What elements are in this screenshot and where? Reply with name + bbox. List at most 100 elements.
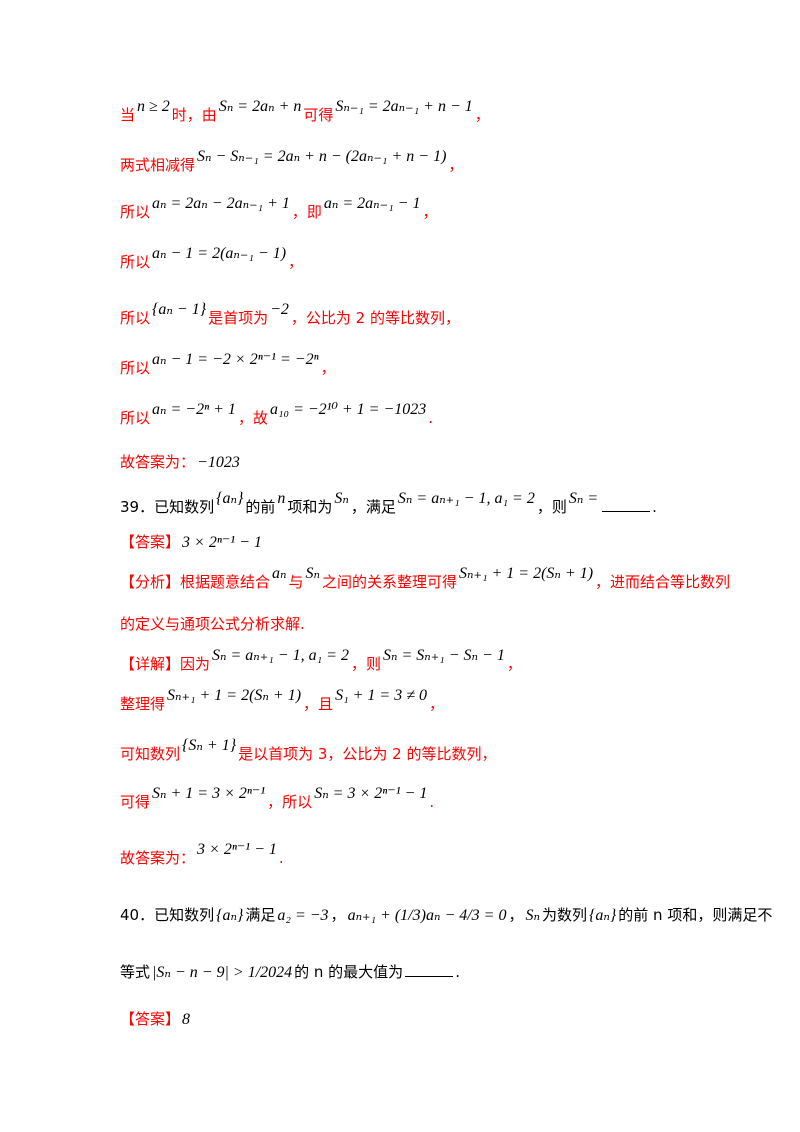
math-expression: Sₙ = 2aₙ + n xyxy=(218,98,302,115)
text-segment: ，则 xyxy=(536,498,567,516)
math-expression: Sₙ xyxy=(305,565,320,582)
text-segment: ， xyxy=(429,695,445,713)
text-segment: 40．已知数列 xyxy=(120,906,215,924)
math-expression: Sₙ = 3 × 2ⁿ⁻¹ − 1 xyxy=(314,785,428,802)
math-expression: −2 xyxy=(270,301,289,318)
text-segment: ，故 xyxy=(237,409,268,427)
text-segment: ，满足 xyxy=(350,498,396,516)
math-expression: n xyxy=(277,490,286,507)
text-line: 的定义与通项公式分析求解. xyxy=(120,614,305,634)
text-segment: 项和为 xyxy=(287,498,333,516)
text-segment: 时，由 xyxy=(171,106,217,124)
text-segment: ， xyxy=(474,106,490,124)
math-expression: {Sₙ + 1} xyxy=(182,737,237,754)
text-segment: 满足 xyxy=(245,906,276,924)
math-expression: 3 × 2ⁿ⁻¹ − 1 xyxy=(182,534,262,551)
answer-blank xyxy=(405,962,454,977)
text-segment: ，公比为 2 的等比数列， xyxy=(290,309,460,327)
text-segment: ， xyxy=(288,253,304,271)
text-line: 所以 aₙ = −2ⁿ + 1 ，故 a₁₀ = −2¹⁰ + 1 = −1023. xyxy=(120,401,434,429)
text-segment: ， xyxy=(320,359,336,377)
text-segment: ，即 xyxy=(291,203,322,221)
text-line: 故答案为： 3 × 2ⁿ⁻¹ − 1. xyxy=(120,841,284,869)
text-segment: 所以 xyxy=(120,409,151,427)
math-expression: Sₙ = xyxy=(568,490,599,507)
math-expression: n ≥ 2 xyxy=(137,98,170,115)
math-expression: aₙ xyxy=(272,565,287,582)
math-expression: Sₙ = aₙ₊₁ − 1, a₁ = 2 xyxy=(397,490,535,507)
text-line: 39．已知数列 {aₙ} 的前 n 项和为 Sₙ ，满足 Sₙ = aₙ₊₁ − 1, a₁ … xyxy=(120,490,657,518)
text-line: 所以 aₙ − 1 = 2(aₙ₋₁ − 1)， xyxy=(120,245,304,273)
text-line: 可知数列 {Sₙ + 1} 是以首项为 3，公比为 2 的等比数列， xyxy=(120,737,497,765)
text-segment: ，则 xyxy=(350,655,381,673)
math-expression: Sₙ = Sₙ₊₁ − Sₙ − 1 xyxy=(382,647,505,664)
text-line: 【答案】 3 × 2ⁿ⁻¹ − 1 xyxy=(120,532,264,553)
text-segment: 可知数列 xyxy=(120,745,181,763)
math-expression: {aₙ} xyxy=(589,907,617,924)
math-expression: aₙ₊₁ + (1/3)aₙ − 4/3 = 0 xyxy=(347,907,507,924)
text-line: 故答案为： −1023 xyxy=(120,452,242,473)
text-segment: 与 xyxy=(288,573,304,591)
text-segment: 【答案】 xyxy=(120,1010,181,1028)
text-segment: 所以 xyxy=(120,203,151,221)
text-segment: ，进而结合等比数列 xyxy=(595,573,731,591)
math-expression: Sₙ xyxy=(525,907,540,924)
text-line: 40．已知数列 {aₙ} 满足 a₂ = −3， aₙ₊₁ + (1/3)aₙ − 4/… xyxy=(120,905,772,926)
text-segment: 的 n 的最大值为 xyxy=(294,963,404,981)
math-expression: aₙ = 2aₙ₋₁ − 1 xyxy=(323,195,421,212)
text-segment: . xyxy=(429,793,435,811)
text-segment: 当 xyxy=(120,106,136,124)
math-expression: S₁ + 1 = 3 ≠ 0 xyxy=(335,687,427,704)
math-expression: 8 xyxy=(182,1011,191,1028)
math-expression: 3 × 2ⁿ⁻¹ − 1 xyxy=(197,841,277,858)
math-expression: aₙ = 2aₙ − 2aₙ₋₁ + 1 xyxy=(152,195,290,212)
text-segment: 是以首项为 3，公比为 2 的等比数列， xyxy=(238,745,497,763)
math-expression: Sₙ − Sₙ₋₁ = 2aₙ + n − (2aₙ₋₁ + n − 1) xyxy=(197,148,447,165)
text-segment: 等式 xyxy=(120,963,151,981)
text-segment: ， xyxy=(330,906,346,924)
math-expression: Sₙ = aₙ₊₁ − 1, a₁ = 2 xyxy=(212,647,349,664)
math-expression: aₙ − 1 = −2 × 2ⁿ⁻¹ = −2ⁿ xyxy=(152,351,319,368)
text-segment: 的前 n 项和，则满足不 xyxy=(618,906,773,924)
text-segment: 所以 xyxy=(120,253,151,271)
text-line: 【详解】因为 Sₙ = aₙ₊₁ − 1, a₁ = 2 ，则 Sₙ = Sₙ₊₁ −… xyxy=(120,647,522,675)
math-expression: aₙ − 1 = 2(aₙ₋₁ − 1) xyxy=(152,245,287,262)
text-segment: 【分析】根据题意结合 xyxy=(120,573,271,591)
math-expression: −1023 xyxy=(197,454,240,471)
text-line: 整理得 Sₙ₊₁ + 1 = 2(Sₙ + 1) ，且 S₁ + 1 = 3 ≠ 0， xyxy=(120,687,445,715)
text-segment: 的前 xyxy=(245,498,276,516)
text-segment: ， xyxy=(506,655,522,673)
math-expression: Sₙ + 1 = 3 × 2ⁿ⁻¹ xyxy=(152,785,266,802)
text-line: 所以 {aₙ − 1} 是首项为 −2 ，公比为 2 的等比数列， xyxy=(120,301,460,329)
text-segment: ，所以 xyxy=(267,793,313,811)
text-segment: . xyxy=(428,409,434,427)
text-line: 等式 |Sₙ − n − 9| > 1/2024 的 n 的最大值为. xyxy=(120,962,460,983)
math-expression: {aₙ} xyxy=(216,490,244,507)
text-segment: 可得 xyxy=(303,106,334,124)
text-segment: ， xyxy=(508,906,524,924)
text-segment: 39．已知数列 xyxy=(120,498,215,516)
text-segment: ，且 xyxy=(303,695,334,713)
math-expression: Sₙ xyxy=(334,490,349,507)
text-segment: 的定义与通项公式分析求解. xyxy=(120,615,305,633)
text-segment: 故答案为： xyxy=(120,453,196,471)
math-expression: a₂ = −3 xyxy=(277,907,329,924)
text-segment: . xyxy=(278,849,284,867)
text-segment: 整理得 xyxy=(120,695,166,713)
math-expression: |Sₙ − n − 9| > 1/2024 xyxy=(152,964,293,981)
math-expression: {aₙ − 1} xyxy=(152,301,207,318)
math-expression: a₁₀ = −2¹⁰ + 1 = −1023 xyxy=(269,401,427,418)
text-segment: 【详解】因为 xyxy=(120,655,211,673)
text-segment: 是首项为 xyxy=(208,309,269,327)
text-segment: 【答案】 xyxy=(120,533,181,551)
text-line: 可得 Sₙ + 1 = 3 × 2ⁿ⁻¹ ，所以 Sₙ = 3 × 2ⁿ⁻¹ − 1. xyxy=(120,785,435,813)
text-segment: 为数列 xyxy=(541,906,587,924)
text-line: 所以 aₙ − 1 = −2 × 2ⁿ⁻¹ = −2ⁿ， xyxy=(120,351,336,379)
math-expression: Sₙ₊₁ + 1 = 2(Sₙ + 1) xyxy=(167,687,302,704)
math-expression: Sₙ₋₁ = 2aₙ₋₁ + n − 1 xyxy=(335,98,473,115)
answer-blank xyxy=(602,497,651,512)
text-segment: 故答案为： xyxy=(120,849,196,867)
math-expression: Sₙ₊₁ + 1 = 2(Sₙ + 1) xyxy=(459,565,594,582)
text-line: 【分析】根据题意结合 aₙ 与 Sₙ 之间的关系整理可得 Sₙ₊₁ + 1 = 2(Sₙ … xyxy=(120,565,731,593)
